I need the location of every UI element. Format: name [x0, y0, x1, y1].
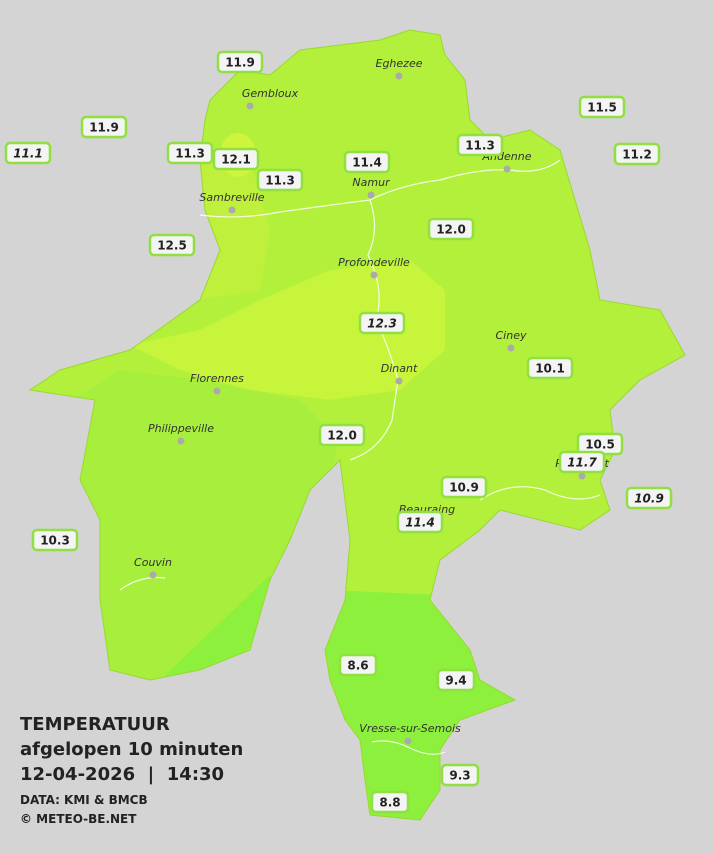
station-box	[166, 141, 214, 165]
city-label: Gembloux	[242, 87, 299, 100]
city-dot	[246, 102, 254, 110]
city-dot	[213, 387, 221, 395]
title: TEMPERATUUR	[20, 714, 170, 735]
city-dot	[228, 206, 236, 214]
station-value: 8.6	[347, 659, 368, 673]
station-value: 12.3	[367, 317, 397, 331]
station-box	[526, 356, 574, 380]
station-box	[456, 133, 504, 157]
city-label: Couvin	[134, 556, 172, 569]
station-value: 10.9	[634, 492, 664, 506]
station-value: 11.9	[89, 121, 119, 135]
city-dot	[177, 437, 185, 445]
station-value: 11.3	[175, 147, 205, 161]
station-value: 11.3	[265, 174, 295, 188]
station-box	[427, 217, 475, 241]
city-dot	[578, 472, 586, 480]
station-box	[31, 528, 79, 552]
station-box	[396, 510, 444, 534]
station-value: 12.0	[327, 429, 357, 443]
station-box	[578, 95, 626, 119]
station-box	[338, 653, 378, 677]
city-dot	[395, 72, 403, 80]
source: DATA: KMI & BMCB	[20, 793, 148, 807]
subtitle: afgelopen 10 minuten	[20, 739, 243, 760]
station-box	[440, 763, 480, 787]
station-box	[370, 790, 410, 814]
city-label: Philippeville	[148, 422, 214, 435]
station-value: 10.9	[449, 481, 479, 495]
city-label: Sambreville	[199, 191, 264, 204]
station-value: 11.2	[622, 148, 652, 162]
station-box	[436, 668, 476, 692]
city-label: Profondeville	[338, 256, 410, 269]
station-value: 9.3	[449, 769, 470, 783]
station-value: 12.5	[157, 239, 187, 253]
station-box	[216, 50, 264, 74]
station-box	[613, 142, 661, 166]
station-value: 9.4	[445, 674, 466, 688]
city-label: Dinant	[381, 362, 418, 375]
station-value: 11.7	[567, 456, 597, 470]
city-label: Ciney	[496, 329, 527, 342]
station-box	[343, 150, 391, 174]
city-dot	[370, 271, 378, 279]
station-value: 11.4	[352, 156, 382, 170]
city-label: Namur	[352, 176, 391, 189]
station-value: 11.3	[465, 139, 495, 153]
city-label: Vresse-sur-Semois	[359, 722, 461, 735]
city-dot	[503, 165, 511, 173]
station-box	[625, 486, 673, 510]
station-box	[4, 141, 52, 165]
city-label: Florennes	[190, 372, 244, 385]
copyright: © METEO-BE.NET	[20, 812, 137, 826]
station-box	[212, 147, 260, 171]
station-value: 10.3	[40, 534, 70, 548]
station-value: 12.0	[436, 223, 466, 237]
station-value: 8.8	[379, 796, 400, 810]
station-value: 10.5	[585, 438, 615, 452]
city-dot	[404, 737, 412, 745]
station-box	[148, 233, 196, 257]
station-box	[440, 475, 488, 499]
station-value: 11.1	[13, 147, 43, 161]
station-box	[256, 168, 304, 192]
station-value: 11.5	[587, 101, 617, 115]
station-value: 11.4	[405, 516, 435, 530]
station-value: 10.1	[535, 362, 565, 376]
station-box	[558, 450, 606, 474]
city-dot	[395, 377, 403, 385]
city-dot	[507, 344, 515, 352]
city-dot	[367, 191, 375, 199]
station-box	[358, 311, 406, 335]
station-value: 11.9	[225, 56, 255, 70]
city-label: Eghezee	[376, 57, 423, 70]
station-value: 12.1	[221, 153, 251, 167]
datetime: 12-04-2026 | 14:30	[20, 764, 224, 785]
station-box	[318, 423, 366, 447]
station-box	[80, 115, 128, 139]
city-dot	[149, 571, 157, 579]
